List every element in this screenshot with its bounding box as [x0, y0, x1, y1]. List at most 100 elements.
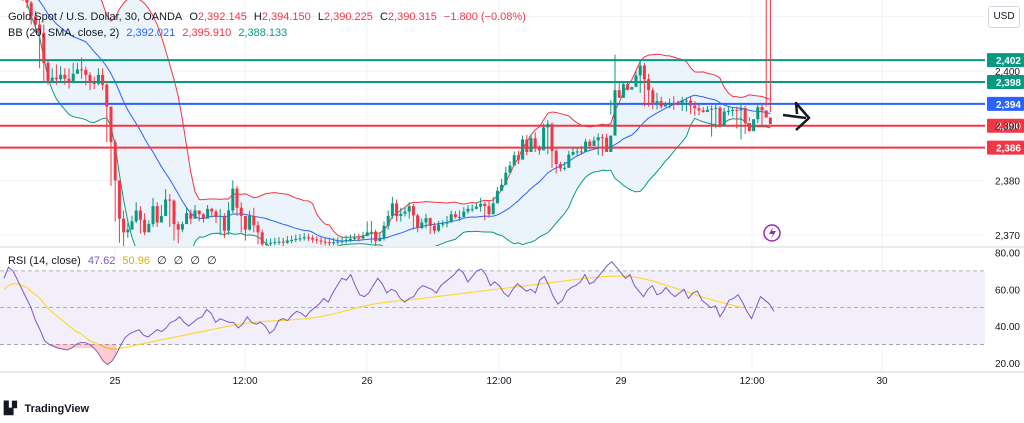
- candle-body: [38, 24, 42, 33]
- bb-label[interactable]: BB (20, SMA, close, 2): [8, 27, 120, 39]
- candle: [768, 0, 772, 125]
- candle: [29, 1, 33, 25]
- currency-button[interactable]: USD: [988, 6, 1020, 28]
- candle-body: [701, 110, 705, 113]
- candle: [336, 237, 340, 245]
- candle-body: [407, 206, 411, 212]
- candle: [193, 205, 197, 219]
- candle: [155, 202, 159, 227]
- candle: [332, 237, 336, 246]
- candle-body: [138, 210, 142, 220]
- candle: [638, 60, 642, 93]
- candle: [533, 132, 537, 152]
- candle: [500, 178, 504, 191]
- candle-body: [445, 222, 449, 224]
- candle-body: [588, 141, 592, 146]
- candle-body: [206, 208, 210, 219]
- candle-body: [710, 108, 714, 110]
- candle: [176, 221, 180, 244]
- candle: [462, 207, 466, 218]
- level-label: 2,386: [996, 144, 1021, 155]
- level-badge: [987, 118, 1024, 133]
- candle: [201, 213, 205, 223]
- candle: [395, 199, 399, 222]
- candle-body: [697, 108, 701, 111]
- symbol-title[interactable]: Gold Spot / U.S. Dollar, 30, OANDA: [8, 11, 183, 23]
- tradingview-logo[interactable]: ▙▘ TradingView: [4, 401, 89, 415]
- candle: [164, 189, 168, 216]
- candle-body: [747, 123, 751, 132]
- candle: [222, 213, 226, 238]
- candle-body: [353, 237, 357, 239]
- time-tick-label: 12:00: [232, 376, 257, 387]
- candle: [428, 217, 432, 234]
- candle-body: [659, 101, 663, 107]
- candle: [54, 64, 58, 85]
- candle: [735, 106, 739, 129]
- rsi-legend: RSI (14, close) 47.62 50.96 ∅ ∅ ∅ ∅: [8, 255, 217, 267]
- candle-body: [743, 108, 747, 123]
- rsi-value: 47.62: [87, 255, 116, 267]
- candle-body: [126, 229, 130, 233]
- candle: [441, 220, 445, 228]
- candle-body: [722, 111, 726, 127]
- candle-body: [256, 225, 260, 233]
- rsi-label[interactable]: RSI (14, close): [8, 255, 81, 267]
- candle: [512, 151, 516, 166]
- candle: [642, 62, 646, 107]
- candle: [344, 235, 348, 244]
- candle: [42, 24, 46, 84]
- candle: [483, 201, 487, 221]
- candle: [663, 101, 667, 107]
- candle: [491, 196, 495, 215]
- tradingview-logo-icon: ▙▘: [4, 401, 21, 415]
- candle: [747, 117, 751, 132]
- candle-body: [546, 124, 550, 128]
- candle: [319, 237, 323, 245]
- candle: [130, 215, 134, 230]
- bb-basis-value: 2,392.021: [126, 27, 176, 39]
- candle-body: [689, 100, 693, 106]
- rsi-tick-label: 20.00: [995, 359, 1020, 370]
- candle-body: [327, 242, 331, 244]
- rsi-pane: [0, 261, 985, 366]
- candle-body: [54, 77, 58, 80]
- candle-body: [483, 203, 487, 207]
- candle-body: [67, 78, 71, 84]
- candle: [361, 231, 365, 240]
- rsi-ma-line: [3, 275, 743, 350]
- candle-body: [340, 241, 344, 243]
- bb-basis-line: [37, 0, 771, 242]
- candle: [588, 139, 592, 150]
- candle: [554, 148, 558, 174]
- candle: [84, 66, 88, 86]
- time-tick-label: 29: [615, 376, 627, 387]
- candle: [558, 161, 562, 172]
- candle-body: [684, 100, 688, 102]
- candle-body: [634, 75, 638, 87]
- candles[interactable]: [5, 0, 772, 251]
- candle-body: [239, 207, 243, 216]
- candle: [264, 238, 268, 246]
- candle-body: [512, 155, 516, 166]
- candle-body: [315, 239, 319, 241]
- candle: [634, 71, 638, 87]
- candle: [256, 221, 260, 245]
- candle-body: [579, 151, 583, 153]
- candle-body: [428, 218, 432, 226]
- candle: [743, 106, 747, 134]
- rsi-tick-label: 80.00: [995, 249, 1020, 260]
- bb-legend: BB (20, SMA, close, 2) 2,392.021 2,395.9…: [8, 27, 291, 39]
- candle: [348, 234, 352, 243]
- candle: [353, 233, 357, 242]
- candle-body: [453, 214, 457, 218]
- candle: [71, 62, 75, 84]
- candle-body: [676, 103, 680, 105]
- candle-body: [621, 84, 625, 98]
- candle: [67, 68, 71, 89]
- candle: [306, 233, 310, 242]
- candle-body: [403, 211, 407, 214]
- candle-body: [134, 210, 138, 222]
- candle: [466, 205, 470, 214]
